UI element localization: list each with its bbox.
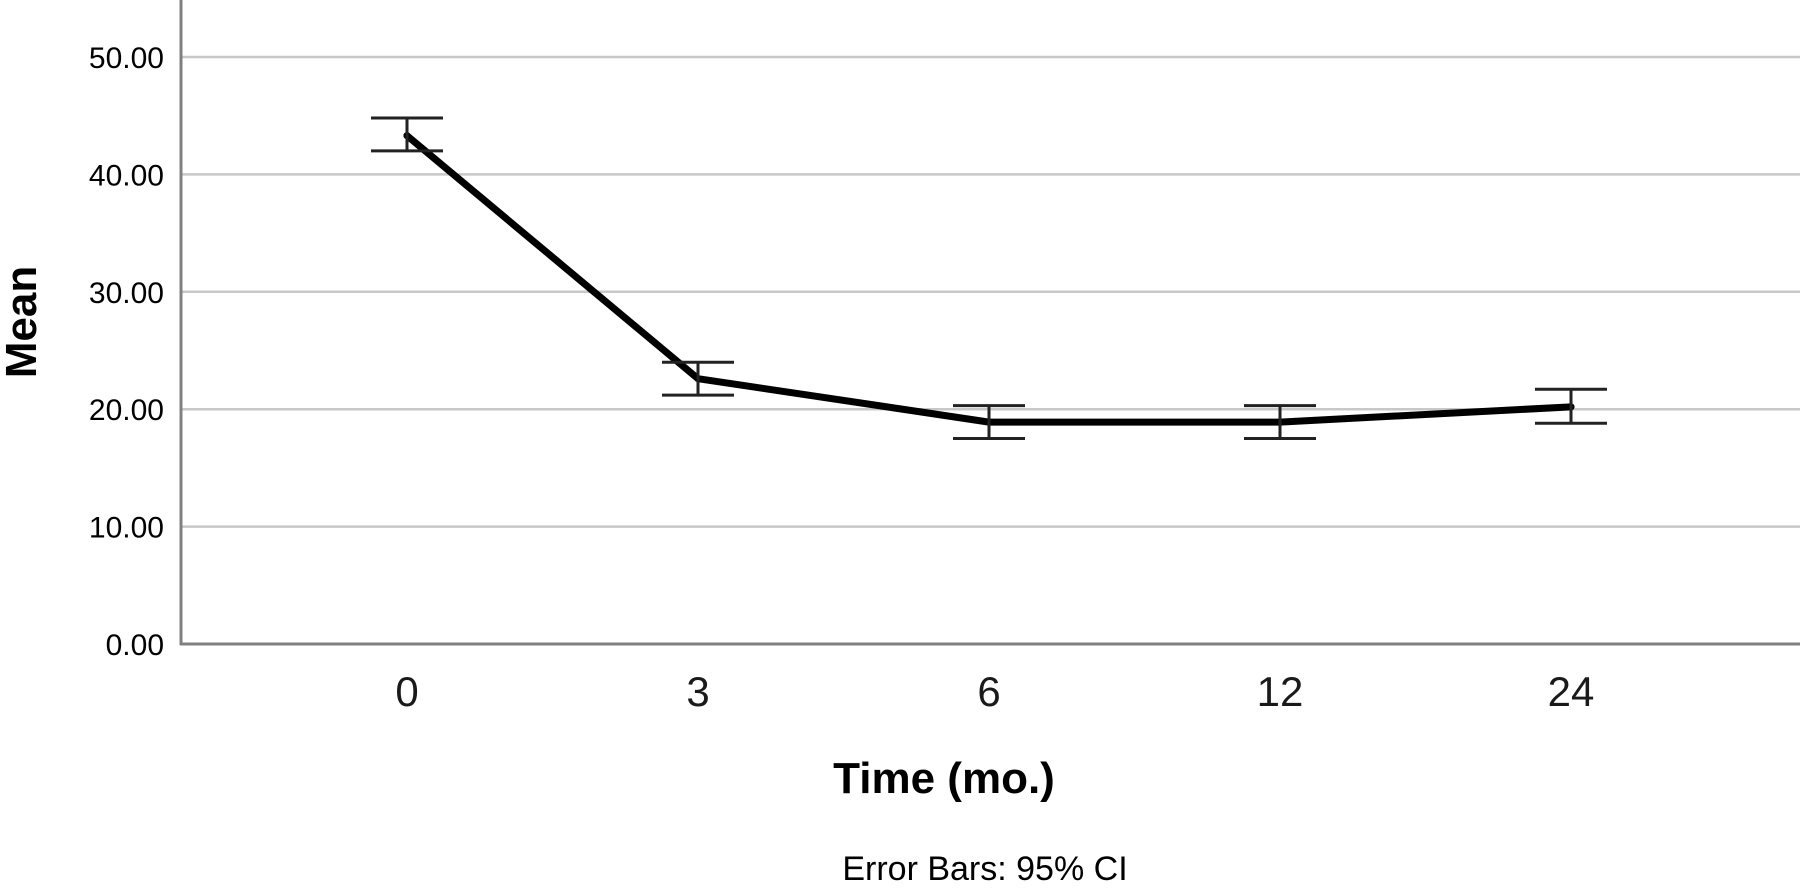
series bbox=[403, 132, 1575, 426]
axes bbox=[179, 0, 1800, 646]
x-axis-title: Time (mo.) bbox=[833, 754, 1055, 803]
y-tick-label-2: 20.00 bbox=[89, 394, 164, 427]
y-tick-labels: 0.00 10.00 20.00 30.00 40.00 50.00 bbox=[89, 42, 164, 662]
y-tick-label-5: 50.00 bbox=[89, 42, 164, 75]
x-tick-label-4: 24 bbox=[1548, 668, 1595, 715]
x-tick-label-3: 12 bbox=[1257, 668, 1304, 715]
error-bars-footnote: Error Bars: 95% CI bbox=[842, 850, 1127, 888]
x-tick-label-1: 3 bbox=[686, 668, 709, 715]
x-tick-label-0: 0 bbox=[395, 668, 418, 715]
y-tick-label-4: 40.00 bbox=[89, 159, 164, 192]
series-line-0 bbox=[403, 132, 1575, 426]
error-bars bbox=[371, 116, 1607, 441]
gridlines bbox=[181, 55, 1800, 528]
y-tick-label-3: 30.00 bbox=[89, 277, 164, 310]
y-axis-title: Mean bbox=[0, 266, 46, 378]
y-tick-label-0: 0.00 bbox=[106, 629, 164, 662]
y-tick-label-1: 10.00 bbox=[89, 512, 164, 545]
x-tick-label-2: 6 bbox=[977, 668, 1000, 715]
x-tick-labels: 0 3 6 12 24 bbox=[395, 668, 1594, 715]
